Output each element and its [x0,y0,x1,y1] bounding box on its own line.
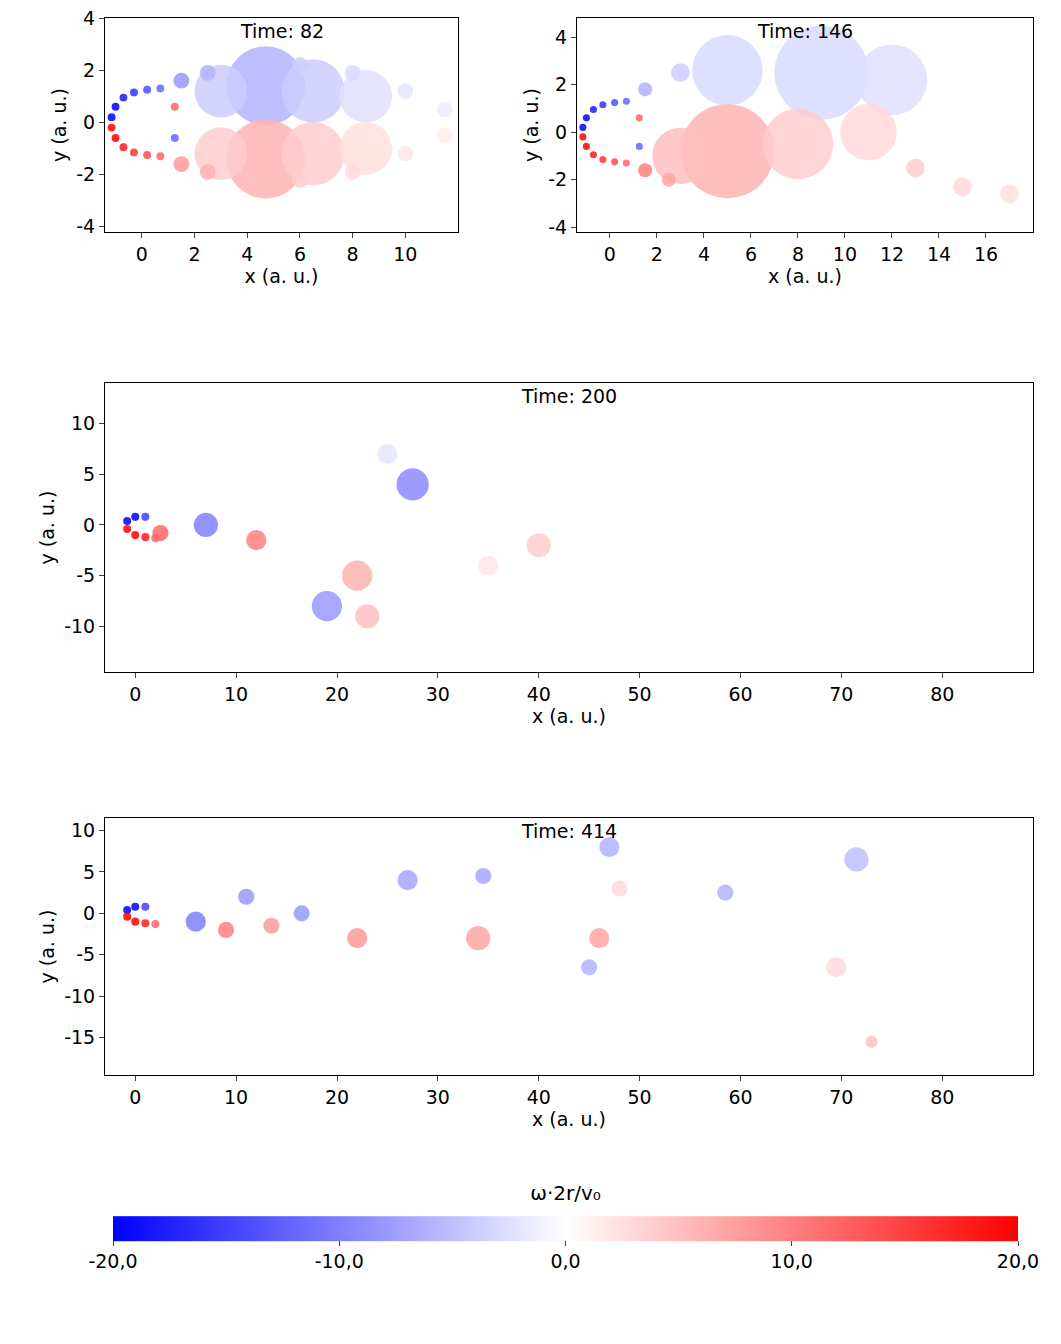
svg-text:40: 40 [527,683,551,705]
svg-text:-20,0: -20,0 [88,1251,137,1273]
svg-text:2: 2 [83,59,95,81]
svg-text:5: 5 [83,861,95,883]
svg-text:60: 60 [728,1086,752,1108]
svg-text:0: 0 [83,514,95,536]
svg-text:0: 0 [129,1086,141,1108]
svg-text:y (a. u.): y (a. u.) [48,88,70,162]
svg-text:4: 4 [241,243,253,265]
svg-text:10,0: 10,0 [771,1251,813,1273]
svg-text:-2: -2 [76,163,95,185]
svg-text:0: 0 [83,111,95,133]
svg-text:10: 10 [833,243,857,265]
svg-text:Time: 82: Time: 82 [240,20,324,42]
svg-text:8: 8 [347,243,359,265]
svg-text:8: 8 [792,243,804,265]
svg-text:y (a. u.): y (a. u.) [520,88,542,162]
svg-text:Time: 146: Time: 146 [757,20,853,42]
svg-text:10: 10 [224,683,248,705]
svg-text:0,0: 0,0 [550,1251,580,1273]
svg-text:0: 0 [604,243,616,265]
svg-text:2: 2 [555,73,567,95]
svg-text:2: 2 [651,243,663,265]
svg-text:2: 2 [189,243,201,265]
svg-text:6: 6 [745,243,757,265]
svg-text:0: 0 [136,243,148,265]
svg-text:ω·2r/v₀: ω·2r/v₀ [530,1181,601,1205]
svg-text:30: 30 [426,683,450,705]
svg-text:-10: -10 [64,985,95,1007]
svg-text:70: 70 [829,683,853,705]
svg-text:20,0: 20,0 [997,1251,1039,1273]
svg-text:y (a. u.): y (a. u.) [36,910,58,984]
svg-text:12: 12 [880,243,904,265]
svg-text:10: 10 [71,819,95,841]
svg-text:70: 70 [829,1086,853,1108]
svg-text:-10: -10 [64,615,95,637]
svg-text:60: 60 [728,683,752,705]
svg-text:10: 10 [224,1086,248,1108]
svg-text:10: 10 [71,412,95,434]
svg-text:5: 5 [83,463,95,485]
svg-text:4: 4 [555,26,567,48]
svg-text:80: 80 [930,683,954,705]
svg-text:-15: -15 [64,1026,95,1048]
svg-text:50: 50 [628,683,652,705]
svg-text:x (a. u.): x (a. u.) [532,1108,606,1130]
svg-text:6: 6 [294,243,306,265]
svg-text:Time: 200: Time: 200 [521,385,617,407]
svg-text:0: 0 [83,902,95,924]
svg-text:10: 10 [393,243,417,265]
svg-text:80: 80 [930,1086,954,1108]
svg-text:-10,0: -10,0 [315,1251,364,1273]
svg-text:x (a. u.): x (a. u.) [245,265,319,287]
svg-text:50: 50 [628,1086,652,1108]
svg-text:0: 0 [129,683,141,705]
svg-text:0: 0 [555,121,567,143]
svg-text:16: 16 [974,243,998,265]
svg-text:x (a. u.): x (a. u.) [768,265,842,287]
svg-text:-5: -5 [76,564,95,586]
svg-text:-2: -2 [548,168,567,190]
svg-text:40: 40 [527,1086,551,1108]
svg-text:-4: -4 [548,216,567,238]
svg-text:14: 14 [927,243,951,265]
svg-text:20: 20 [325,683,349,705]
svg-text:y (a. u.): y (a. u.) [36,491,58,565]
svg-text:-5: -5 [76,943,95,965]
svg-text:Time: 414: Time: 414 [521,820,617,842]
svg-text:x (a. u.): x (a. u.) [532,705,606,727]
svg-text:20: 20 [325,1086,349,1108]
svg-text:4: 4 [83,7,95,29]
svg-text:4: 4 [698,243,710,265]
svg-text:30: 30 [426,1086,450,1108]
svg-text:-4: -4 [76,215,95,237]
